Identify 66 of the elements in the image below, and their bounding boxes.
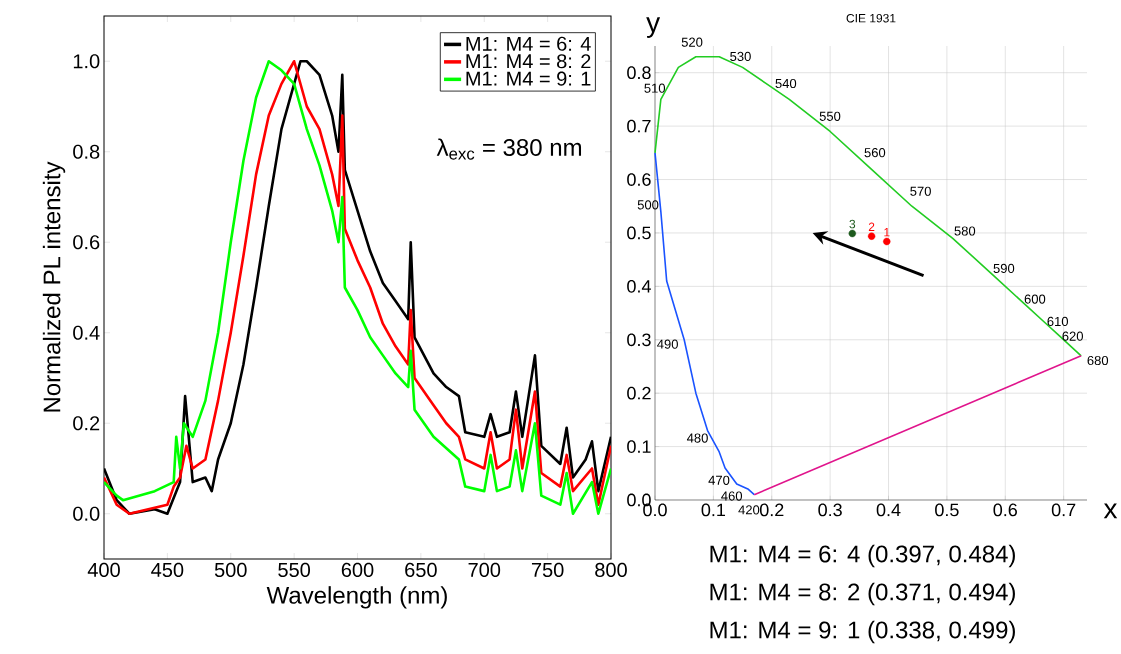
text: M1: M4 = 9: 1 (0.338, 0.499) <box>710 620 1015 644</box>
x-tick-label: 800 <box>595 562 627 577</box>
x-axis-title: Wavelength (nm) <box>266 586 447 609</box>
annotation: 530 <box>730 51 751 62</box>
y-tick-label: 0.6 <box>73 235 100 250</box>
chart-title: CIE 1931 <box>846 13 896 23</box>
x-tick-label: 0.1 <box>701 503 726 517</box>
annotation: 550 <box>819 111 841 121</box>
annotation: 610 <box>1047 316 1069 327</box>
y-tick-label: 0.3 <box>627 333 651 347</box>
annotation: 580 <box>954 226 976 236</box>
annotation: 470 <box>708 475 730 485</box>
annotation: 620 <box>1062 331 1083 341</box>
annotation: 490 <box>657 339 678 349</box>
series-label: 2 <box>868 222 875 231</box>
series-label: 3 <box>849 219 856 229</box>
x-tick-label: 0.4 <box>876 503 901 517</box>
x-tick-label: 650 <box>405 562 437 577</box>
x-tick-label: 0.5 <box>935 503 959 517</box>
x-tick-label: 600 <box>341 562 374 577</box>
y-tick-label: 0.1 <box>627 440 651 453</box>
legend-label: M1: M4 = 8: 2 <box>466 54 591 69</box>
annotation: 570 <box>910 186 931 196</box>
annotation: 480 <box>686 433 708 443</box>
x-tick-label: 0.3 <box>818 503 842 517</box>
x-tick-label: 0.6 <box>993 503 1017 517</box>
series-label: 1 <box>884 228 890 237</box>
y-tick-label: 0.7 <box>627 119 651 133</box>
y-tick-label: 0.2 <box>627 386 651 400</box>
annotation: 600 <box>1024 294 1046 304</box>
y-tick-label: 0.8 <box>627 66 651 80</box>
x-tick-label: 450 <box>151 562 184 577</box>
y-tick-label: 0.2 <box>73 416 100 431</box>
y-tick-label: 1.0 <box>73 54 100 69</box>
annotation: 500 <box>637 200 659 210</box>
y-axis-title: Normalized PL intensity <box>42 161 66 412</box>
x-axis-title: x <box>1103 503 1118 519</box>
point <box>848 229 857 238</box>
text: M1: M4 = 6: 4 (0.397, 0.484) <box>710 544 1015 568</box>
x-tick-label: 700 <box>468 562 501 577</box>
annotation: 420 <box>738 505 760 515</box>
y-tick-label: 0.6 <box>627 173 651 186</box>
x-tick-label: 550 <box>278 562 311 577</box>
annotation: 560 <box>864 147 886 158</box>
x-tick-label: 750 <box>531 562 564 577</box>
annotation: 540 <box>775 78 797 89</box>
y-axis-title: y <box>646 17 661 38</box>
y-tick-label: 0.5 <box>627 226 651 240</box>
point <box>867 232 876 240</box>
point <box>883 237 891 246</box>
y-tick-label: 0.8 <box>73 144 100 159</box>
x-tick-label: 0.7 <box>1051 503 1076 517</box>
x-tick-label: 400 <box>87 562 120 577</box>
text: M1: M4 = 8: 2 (0.371, 0.494) <box>710 582 1015 606</box>
annotation: 510 <box>644 83 666 93</box>
annotation: 680 <box>1087 355 1109 366</box>
legend-label: M1: M4 = 6: 4 <box>466 36 591 51</box>
annotation: λ$_{exc}$ = 380 nm <box>436 138 582 160</box>
annotation: 590 <box>993 263 1015 274</box>
annotation: 520 <box>681 37 703 47</box>
legend-label: M1: M4 = 9: 1 <box>466 71 591 86</box>
y-tick-label: 0.4 <box>73 325 100 340</box>
x-tick-label: 500 <box>214 562 247 577</box>
annotation: 460 <box>721 491 743 501</box>
y-tick-label: 0.4 <box>627 279 651 293</box>
x-tick-label: 0.2 <box>759 503 784 517</box>
